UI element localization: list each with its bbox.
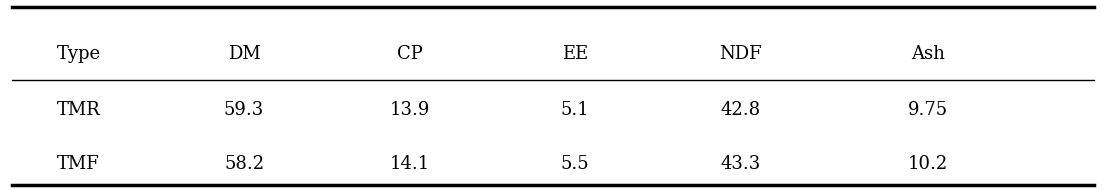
Text: CP: CP	[397, 45, 422, 63]
Text: NDF: NDF	[719, 45, 762, 63]
Text: Type: Type	[56, 45, 101, 63]
Text: 42.8: 42.8	[720, 101, 761, 119]
Text: 10.2: 10.2	[908, 155, 948, 173]
Text: 9.75: 9.75	[908, 101, 948, 119]
Text: 5.1: 5.1	[561, 101, 589, 119]
Text: TMF: TMF	[58, 155, 100, 173]
Text: 59.3: 59.3	[225, 101, 264, 119]
Text: DM: DM	[228, 45, 261, 63]
Text: 13.9: 13.9	[389, 101, 430, 119]
Text: TMR: TMR	[56, 101, 101, 119]
Text: 43.3: 43.3	[720, 155, 761, 173]
Text: Ash: Ash	[911, 45, 945, 63]
Text: EE: EE	[562, 45, 588, 63]
Text: 58.2: 58.2	[225, 155, 264, 173]
Text: 5.5: 5.5	[561, 155, 589, 173]
Text: 14.1: 14.1	[389, 155, 430, 173]
